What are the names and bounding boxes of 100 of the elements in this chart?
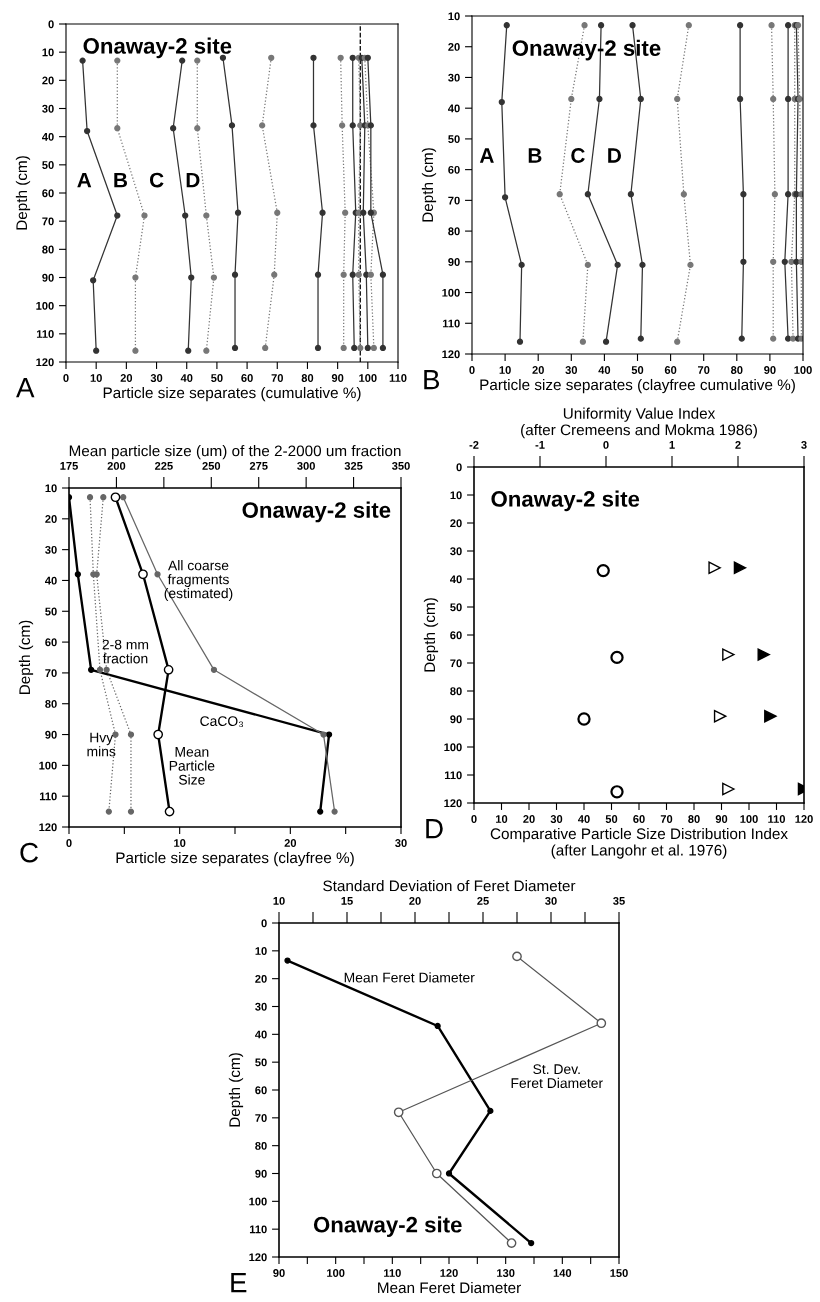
x-tick-label: 100 bbox=[794, 366, 812, 374]
x-tick-label: 140 bbox=[553, 1269, 572, 1277]
x-tick-label: 90 bbox=[764, 366, 776, 374]
x-tick-label: 100 bbox=[359, 374, 377, 382]
x-tick-label: 0 bbox=[469, 366, 475, 374]
x-axis-title: Particle size separates (clayfree cumulative %) bbox=[480, 378, 795, 394]
x-tick-label: 80 bbox=[730, 366, 743, 374]
x2-tick-label: -2 bbox=[469, 440, 479, 449]
y-tick-label: 0 bbox=[48, 20, 54, 29]
x-tick-label: 100 bbox=[740, 815, 758, 823]
y-tick-label: 70 bbox=[255, 1114, 267, 1122]
x-tick-label: 60 bbox=[664, 366, 677, 374]
x-tick-label: 100 bbox=[327, 1269, 345, 1277]
y-tick-label: 30 bbox=[42, 104, 54, 113]
y-tick-label: 120 bbox=[39, 823, 57, 832]
y-tick-label: 50 bbox=[448, 135, 460, 144]
annotation: C bbox=[149, 172, 164, 188]
text: E bbox=[231, 1273, 247, 1293]
y-tick-label: 90 bbox=[42, 273, 54, 282]
y-tick-label: 60 bbox=[448, 165, 460, 174]
x2-tick-label: 175 bbox=[60, 462, 78, 470]
x-tick-label: 30 bbox=[565, 366, 578, 374]
y-tick-label: 20 bbox=[255, 974, 267, 983]
x-tick-label: 50 bbox=[605, 815, 618, 823]
annotation: Hvy mins bbox=[87, 732, 116, 757]
x-tick-label: 50 bbox=[211, 374, 223, 382]
y-tick-label: 60 bbox=[255, 1086, 267, 1095]
text: B bbox=[424, 370, 440, 390]
y-tick-label: 0 bbox=[456, 463, 462, 472]
x2-tick-label: 35 bbox=[613, 896, 625, 905]
x-tick-label: 110 bbox=[384, 1269, 401, 1277]
y-tick-label: 20 bbox=[450, 519, 462, 528]
y-tick-label: 0 bbox=[261, 919, 267, 928]
y-tick-label: 100 bbox=[442, 288, 460, 297]
x2-tick-label: 20 bbox=[409, 896, 421, 905]
y-axis-title: Depth (cm) bbox=[421, 148, 437, 222]
annotation: Onaway-2 site bbox=[313, 1216, 462, 1237]
annotation: Mean Feret Diameter bbox=[344, 972, 475, 983]
x-tick-label: 30 bbox=[395, 839, 407, 847]
x2-axis-title: Standard Deviation of Feret Diameter bbox=[323, 880, 576, 892]
x-tick-label: 0 bbox=[471, 815, 477, 823]
annotation: CaCO₃ bbox=[200, 716, 244, 728]
annotation: Onaway-2 site bbox=[242, 501, 391, 523]
x2-axis-title: Mean particle size (um) of the 2-2000 um fraction bbox=[69, 445, 401, 460]
y-axis-title: Depth (cm) bbox=[228, 1053, 244, 1127]
y-tick-label: 90 bbox=[255, 1169, 267, 1178]
y-axis-title: Depth (cm) bbox=[423, 598, 439, 672]
x-tick-label: 70 bbox=[660, 815, 673, 823]
y-tick-label: 110 bbox=[39, 792, 57, 801]
x-tick-label: 20 bbox=[284, 839, 297, 847]
x2-tick-label: 300 bbox=[297, 461, 315, 470]
annotation: Onaway-2 site bbox=[491, 490, 640, 512]
x2-axis-title: Uniformity Value Index (after Cremeens and Mokma 1986) bbox=[521, 407, 757, 439]
y-tick-label: 50 bbox=[450, 603, 462, 612]
y-tick-label: 40 bbox=[448, 104, 460, 113]
x-tick-label: 130 bbox=[497, 1269, 515, 1277]
y-tick-label: 70 bbox=[448, 196, 460, 205]
x2-tick-label: 2 bbox=[735, 440, 741, 449]
x2-tick-label: 275 bbox=[249, 461, 268, 470]
y-tick-label: 60 bbox=[45, 638, 57, 647]
x-tick-label: 110 bbox=[768, 815, 786, 823]
y-tick-label: 120 bbox=[444, 799, 462, 808]
x2-tick-label: 325 bbox=[344, 461, 363, 470]
y-tick-label: 10 bbox=[42, 48, 54, 57]
y-tick-label: 80 bbox=[255, 1141, 267, 1150]
annotation: Onaway-2 site bbox=[83, 37, 232, 59]
y-tick-label: 30 bbox=[45, 545, 57, 554]
y-tick-label: 100 bbox=[444, 743, 462, 752]
y-tick-label: 10 bbox=[45, 484, 57, 493]
y-tick-label: 20 bbox=[42, 76, 54, 85]
x-tick-label: 60 bbox=[241, 374, 253, 382]
y-axis-title: Depth (cm) bbox=[15, 156, 31, 230]
text: C bbox=[20, 842, 38, 863]
x-tick-label: 40 bbox=[598, 366, 611, 374]
y-tick-label: 20 bbox=[448, 42, 460, 51]
x-tick-label: 20 bbox=[532, 366, 544, 374]
y-tick-label: 100 bbox=[39, 761, 57, 770]
y-tick-label: 120 bbox=[36, 358, 54, 367]
y-tick-label: 80 bbox=[448, 227, 460, 236]
y-tick-label: 80 bbox=[45, 699, 57, 708]
text: A bbox=[16, 378, 35, 398]
x-tick-label: 30 bbox=[150, 374, 163, 382]
x-tick-label: 50 bbox=[631, 366, 644, 374]
x-axis-title: Particle size separates (clayfree %) bbox=[116, 851, 354, 867]
y-tick-label: 30 bbox=[255, 1002, 267, 1011]
y-tick-label: 110 bbox=[36, 330, 54, 338]
y-tick-label: 70 bbox=[45, 669, 57, 678]
y-tick-label: 30 bbox=[448, 73, 460, 82]
annotation: 2-8 mm fraction bbox=[102, 639, 149, 664]
annotation: A bbox=[479, 148, 494, 163]
y-tick-label: 100 bbox=[36, 301, 54, 310]
y-tick-label: 40 bbox=[255, 1030, 267, 1039]
y-tick-label: 40 bbox=[45, 576, 57, 585]
x2-tick-label: 30 bbox=[545, 896, 557, 905]
x2-tick-label: 0 bbox=[603, 440, 609, 449]
x2-tick-label: 350 bbox=[391, 461, 410, 470]
y-tick-label: 80 bbox=[450, 687, 462, 696]
x-tick-label: 80 bbox=[688, 815, 700, 823]
x-tick-label: 0 bbox=[63, 374, 69, 382]
annotation: D bbox=[608, 148, 621, 163]
